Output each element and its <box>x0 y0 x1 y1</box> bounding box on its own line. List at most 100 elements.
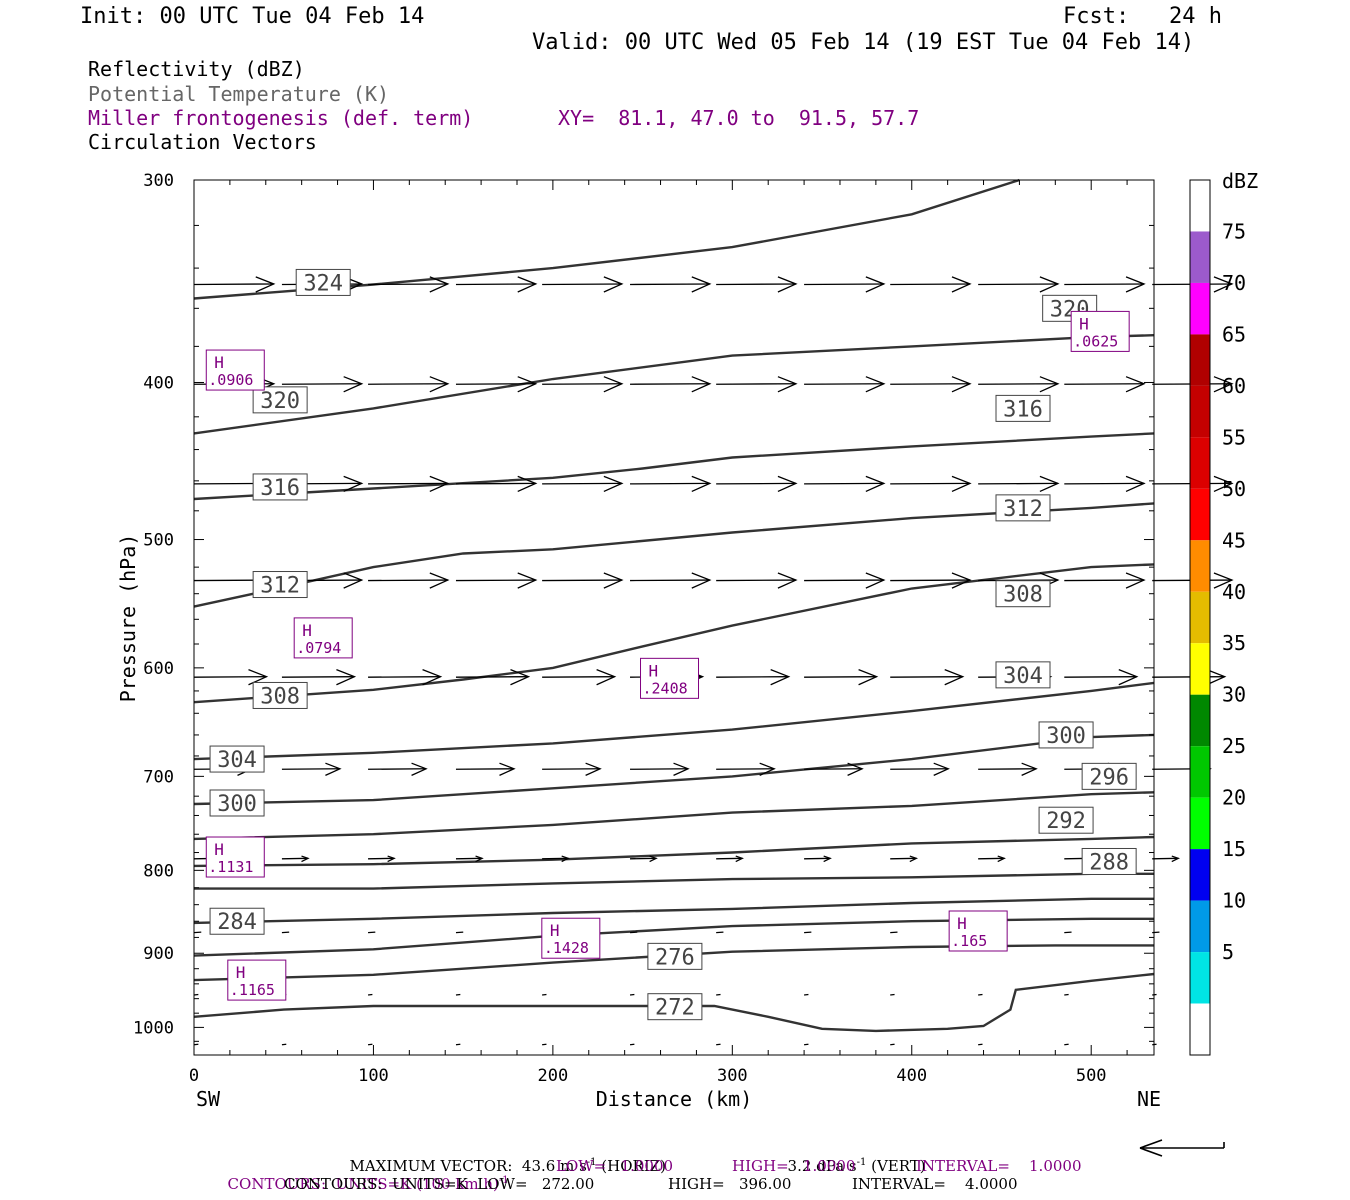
vector-shaft <box>455 482 536 485</box>
vector-shaft <box>629 993 635 996</box>
theta-label-300: 300 <box>1038 721 1094 749</box>
vector-head <box>691 276 712 293</box>
circulation-vector <box>368 376 450 393</box>
frontogenesis-value: .1131 <box>208 858 253 876</box>
theta-label-text: 312 <box>1003 497 1043 522</box>
circulation-vector <box>368 276 450 293</box>
frontogenesis-h-label: H <box>236 963 246 982</box>
circulation-vector <box>455 1043 461 1046</box>
vector-shaft <box>890 283 970 286</box>
vector-head <box>517 376 538 393</box>
colorbar-tick-label: 65 <box>1222 322 1246 346</box>
vector-shaft <box>804 857 831 860</box>
vector-head <box>603 475 624 493</box>
vector-head <box>1125 276 1146 293</box>
theta-label-box <box>647 942 703 970</box>
circulation-vector <box>716 276 798 293</box>
vector-head <box>585 762 602 776</box>
vector-head <box>997 855 1006 863</box>
theta-label-text: 288 <box>1089 850 1129 875</box>
vector-head <box>944 669 965 686</box>
vector-head <box>1118 669 1139 686</box>
vector-shaft <box>542 1043 547 1046</box>
theta-label-288: 288 <box>1081 847 1137 875</box>
circulation-vector <box>368 475 450 493</box>
vector-shaft <box>281 1043 287 1046</box>
vector-head <box>517 276 538 293</box>
field-frontogenesis: Miller frontogenesis (def. term) <box>88 106 474 130</box>
theta-label-text: 308 <box>1003 583 1043 608</box>
vector-shaft <box>542 283 622 286</box>
theta-label-304: 304 <box>995 661 1051 689</box>
vector-shaft <box>716 993 721 996</box>
field-reflectivity: Reflectivity (dBZ) <box>88 57 305 81</box>
vector-head <box>301 855 310 863</box>
x-axis-label: Distance (km) <box>596 1087 753 1111</box>
theta-label-text: 316 <box>1003 397 1043 422</box>
frontogenesis-max: H.2408 <box>640 657 700 699</box>
circulation-vector <box>1064 376 1146 393</box>
vector-head <box>1125 376 1146 393</box>
theta-label-box <box>209 789 265 817</box>
vector-shaft <box>1064 579 1145 582</box>
frontogenesis-value: .2408 <box>643 679 688 697</box>
frontogenesis-contour-info: CONTOURS: UNITS=K (100 km h)-1 <box>227 1175 509 1193</box>
theta-contour-info: CONTOURS: UNITS=K LOW= 272.00 <box>284 1175 595 1193</box>
vector-shaft <box>890 676 963 678</box>
frontogenesis-box <box>227 959 287 1001</box>
frontogenesis-max: H.1131 <box>205 836 265 878</box>
colorbar-segment <box>1190 746 1210 798</box>
colorbar-segment <box>1190 591 1210 644</box>
theta-label-text: 272 <box>655 996 695 1021</box>
frontogenesis-box <box>205 836 265 878</box>
vector-shaft <box>1152 676 1225 678</box>
circulation-vector <box>455 669 531 686</box>
vector-head <box>1213 572 1234 589</box>
y-tick-label: 600 <box>143 659 174 679</box>
vector-head <box>1213 376 1234 393</box>
circulation-vector <box>193 931 202 934</box>
theta-label-276: 276 <box>647 942 703 970</box>
vector-head <box>429 475 450 493</box>
y-tick-label: 400 <box>143 373 174 393</box>
frontogenesis-h-label: H <box>649 661 659 680</box>
circulation-vector <box>978 762 1038 776</box>
colorbar-tick-label: 10 <box>1222 889 1246 913</box>
vector-head <box>673 762 690 776</box>
theta-label-box <box>1038 806 1094 834</box>
vector-head <box>429 572 450 589</box>
vector-shaft <box>193 993 199 996</box>
circulation-vector <box>542 669 617 686</box>
vector-head <box>735 855 744 863</box>
circulation-vector <box>804 475 886 493</box>
circulation-vector <box>1152 931 1160 934</box>
x-tick-label: 200 <box>538 1066 569 1086</box>
circulation-vector <box>629 993 635 996</box>
frontogenesis-value: .0794 <box>296 639 341 657</box>
circulation-vector <box>890 762 950 776</box>
vector-head <box>1213 475 1234 493</box>
forecast-hour: Fcst: 24 h <box>1063 4 1222 29</box>
y-tick-label: 300 <box>143 171 174 191</box>
vector-head <box>1039 276 1060 293</box>
vector-shaft <box>978 283 1058 286</box>
frontogenesis-max: H.1428 <box>541 917 601 959</box>
theta-label-292: 292 <box>1038 806 1094 834</box>
theta-label-text: 284 <box>217 910 257 935</box>
circulation-vector <box>716 1043 721 1046</box>
frontogenesis-value: .1428 <box>544 939 589 957</box>
vector-shaft <box>804 931 812 934</box>
colorbar-tick-label: 30 <box>1222 683 1246 707</box>
circulation-vector <box>978 376 1060 393</box>
vector-head <box>691 376 712 393</box>
frontogenesis-contour-high: HIGH= 1.0000 <box>732 1157 856 1175</box>
frontogenesis-max: H.0625 <box>1070 310 1130 352</box>
circulation-vector <box>281 931 290 934</box>
frontogenesis-h-label: H <box>214 353 224 372</box>
vector-shaft <box>716 676 789 678</box>
circulation-vector <box>978 855 1006 863</box>
vector-shaft <box>367 993 373 996</box>
theta-contour-304 <box>193 563 1155 704</box>
theta-label-text: 300 <box>1046 724 1086 749</box>
frontogenesis-max: H.1165 <box>227 959 287 1001</box>
